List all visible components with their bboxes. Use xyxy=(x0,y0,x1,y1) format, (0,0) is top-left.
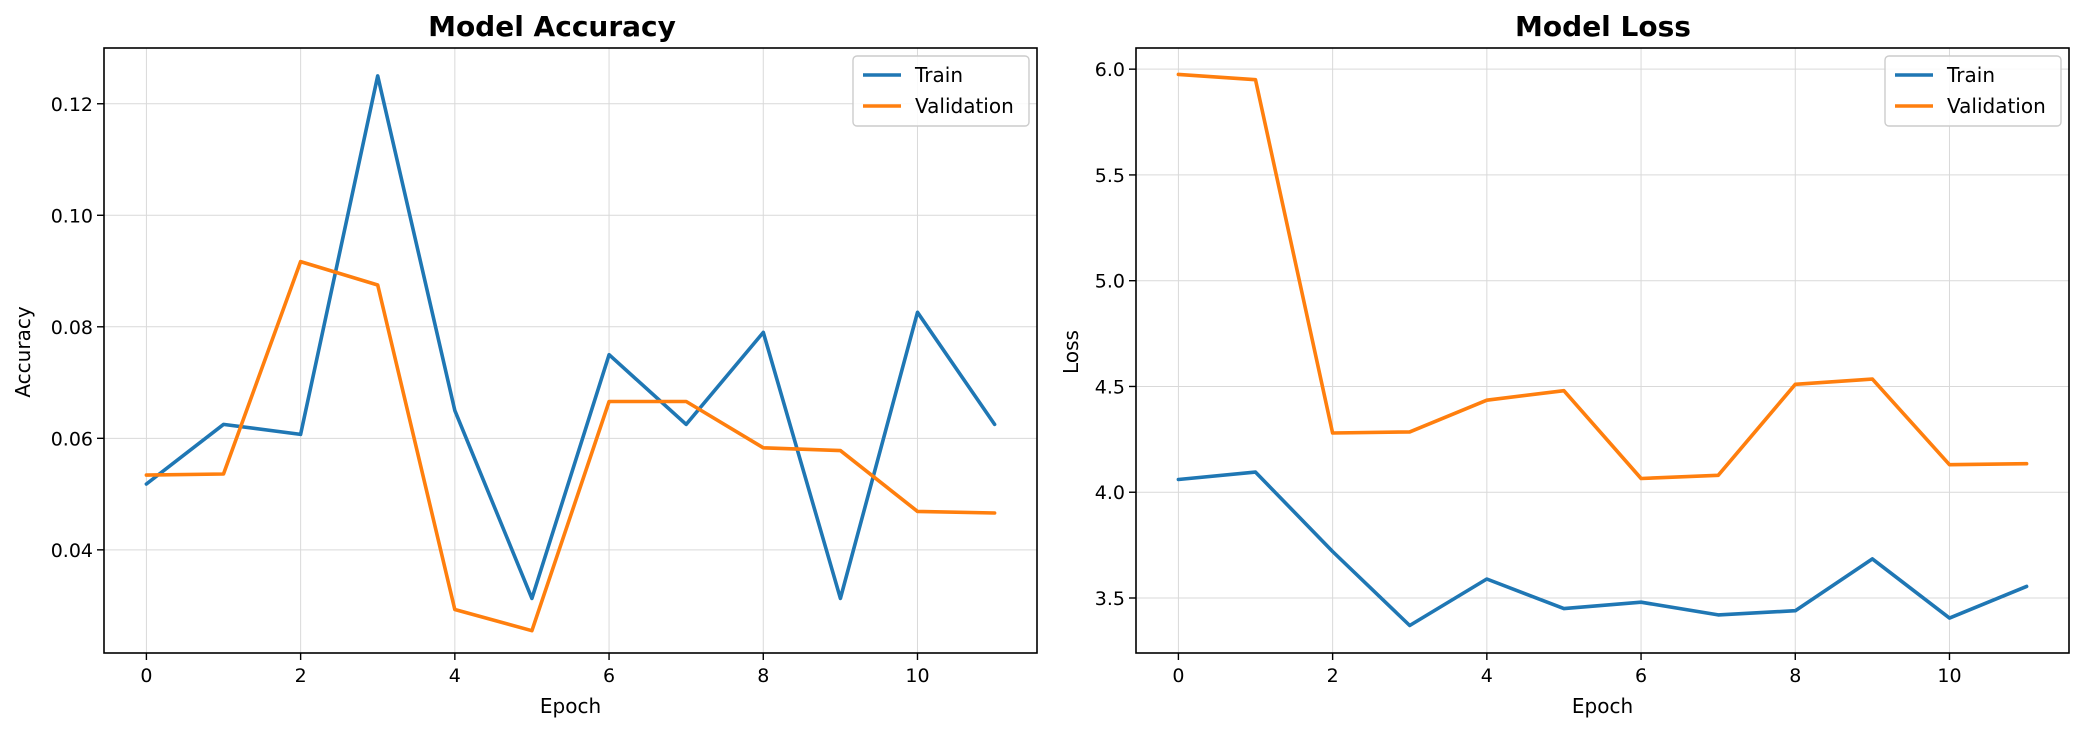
chart-title: Model Loss xyxy=(1515,10,1691,43)
x-tick-label: 0 xyxy=(140,665,152,687)
y-tick-label: 0.06 xyxy=(51,428,93,450)
y-tick-label: 0.10 xyxy=(51,205,93,227)
y-axis-label: Accuracy xyxy=(11,306,35,397)
series-line-train xyxy=(144,74,997,601)
x-tick-label: 2 xyxy=(295,665,307,687)
series-line-validation xyxy=(144,259,997,633)
series-line-validation xyxy=(1176,72,2029,481)
y-tick-label: 5.0 xyxy=(1095,271,1125,293)
y-axis-label: Loss xyxy=(1059,330,1083,374)
x-tick-label: 2 xyxy=(1327,665,1339,687)
y-tick-label: 4.0 xyxy=(1095,482,1125,504)
x-tick-label: 8 xyxy=(757,665,769,687)
loss-chart: Model Loss 0 2 4 6 8 10 3.5 4.0 4.5 5.0 5.5 6.0 Epo… xyxy=(1059,10,2070,718)
x-tick-label: 8 xyxy=(1789,665,1801,687)
x-tick-label: 4 xyxy=(1481,665,1493,687)
x-tick-label: 6 xyxy=(1635,665,1647,687)
x-axis-label: Epoch xyxy=(1572,694,1633,718)
legend-label: Validation xyxy=(1947,94,2046,118)
legend-label: Validation xyxy=(915,94,1014,118)
legend-label: Train xyxy=(914,63,963,87)
legend: Train Validation xyxy=(1884,55,2062,127)
chart-title: Model Accuracy xyxy=(428,10,676,43)
x-axis-label: Epoch xyxy=(540,694,601,718)
y-tick-label: 0.04 xyxy=(51,540,93,562)
x-tick-label: 6 xyxy=(603,665,615,687)
y-tick-label: 5.5 xyxy=(1095,165,1125,187)
accuracy-chart: Model Accuracy 0 2 4 6 8 10 0.04 0.06 0.08 0.10 0.… xyxy=(11,10,1038,718)
y-tick-label: 6.0 xyxy=(1095,59,1125,81)
y-tick-label: 0.08 xyxy=(51,317,93,339)
x-tick-label: 10 xyxy=(905,665,929,687)
x-tick-label: 0 xyxy=(1172,665,1184,687)
legend: Train Validation xyxy=(852,55,1030,127)
x-tick-label: 10 xyxy=(1937,665,1961,687)
y-tick-label: 0.12 xyxy=(51,94,93,116)
y-tick-label: 4.5 xyxy=(1095,376,1125,398)
x-tick-label: 4 xyxy=(449,665,461,687)
plot-frame xyxy=(103,47,1038,654)
y-tick-label: 3.5 xyxy=(1095,588,1125,610)
legend-label: Train xyxy=(1946,63,1995,87)
plot-frame xyxy=(1135,47,2070,654)
series-line-train xyxy=(1176,470,2029,628)
